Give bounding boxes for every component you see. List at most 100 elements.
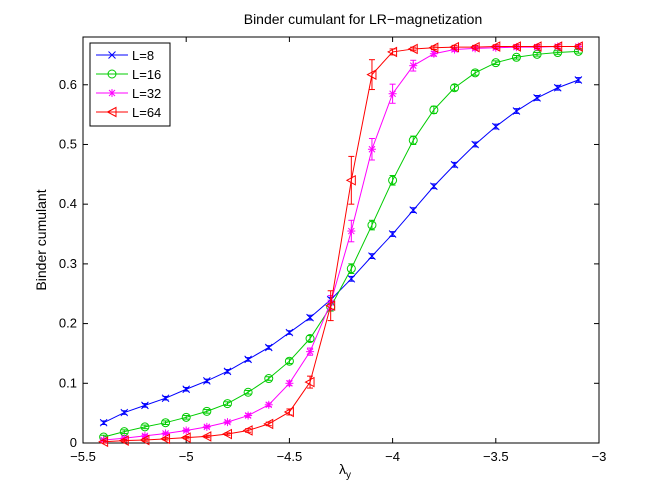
data-point xyxy=(181,412,191,422)
marker-triangle xyxy=(345,174,356,186)
data-point xyxy=(285,328,294,337)
error-bar xyxy=(224,401,231,406)
error-bar xyxy=(121,429,128,434)
x-tick-label: −5.5 xyxy=(70,449,96,464)
marker-triangle xyxy=(304,376,315,388)
data-point xyxy=(430,182,438,191)
marker-triangle xyxy=(118,435,129,446)
data-point xyxy=(161,394,170,403)
marker-stroke xyxy=(108,89,116,97)
marker-triangle xyxy=(407,43,418,55)
data-point xyxy=(306,313,314,322)
error-bar xyxy=(183,415,190,420)
data-point xyxy=(120,408,129,417)
legend-item: L=64 xyxy=(96,105,161,120)
data-point xyxy=(244,411,253,420)
marker-triangle xyxy=(201,431,212,442)
marker-stroke xyxy=(306,348,314,356)
series-layer xyxy=(98,41,583,448)
data-point xyxy=(118,435,129,446)
series-l64 xyxy=(98,41,583,448)
legend-item: L=16 xyxy=(96,67,161,82)
data-point xyxy=(429,105,439,115)
marker-triangle xyxy=(469,41,480,53)
marker-circle xyxy=(140,422,150,432)
data-point xyxy=(346,264,356,274)
marker-stroke xyxy=(182,427,190,434)
data-point xyxy=(347,227,356,236)
data-point xyxy=(99,418,108,427)
marker-stroke xyxy=(162,430,169,437)
data-point xyxy=(264,343,273,352)
data-point xyxy=(511,52,521,62)
y-axis-label: Binder cumulant xyxy=(33,189,49,290)
marker-stroke xyxy=(430,182,438,191)
marker-stroke xyxy=(368,252,376,260)
marker-stroke xyxy=(224,418,231,426)
legend: L=8 L=16 L=32 L=64 xyxy=(89,42,171,127)
marker-stroke xyxy=(99,418,108,427)
marker-stroke xyxy=(347,227,355,235)
data-point xyxy=(407,43,418,55)
marker-triangle xyxy=(325,300,336,312)
marker-circle xyxy=(305,334,315,344)
x-axis-label-subscript: y xyxy=(346,470,351,481)
data-point xyxy=(306,347,315,356)
marker-circle xyxy=(202,406,212,416)
data-point xyxy=(345,174,356,186)
data-point xyxy=(264,400,273,409)
data-point xyxy=(284,356,294,366)
x-axis-label-main: λ xyxy=(339,461,346,477)
marker-triangle xyxy=(159,433,171,445)
error-bar xyxy=(348,155,355,205)
data-point xyxy=(202,377,211,385)
chart-title: Binder cumulant for LR−magnetization xyxy=(244,11,483,27)
data-point xyxy=(223,418,232,427)
marker-stroke xyxy=(553,83,562,92)
data-point xyxy=(469,41,480,53)
marker-triangle xyxy=(263,418,274,430)
data-point xyxy=(347,274,356,283)
data-point xyxy=(201,431,212,442)
data-point xyxy=(367,220,377,230)
marker-circle xyxy=(284,356,294,366)
legend-label: L=32 xyxy=(132,86,161,101)
x-tick-label: −3 xyxy=(592,449,607,464)
marker-stroke xyxy=(491,122,500,131)
marker-circle xyxy=(367,220,377,230)
data-point xyxy=(285,379,294,388)
marker-circle xyxy=(161,418,171,428)
y-tick-label: 0.1 xyxy=(59,375,77,390)
data-point xyxy=(510,41,521,52)
y-tick-label: 0.6 xyxy=(59,77,77,92)
legend-label: L=8 xyxy=(132,48,154,63)
y-tick-label: 0.2 xyxy=(59,316,77,331)
error-bar xyxy=(307,375,314,389)
data-point xyxy=(202,406,212,416)
data-point xyxy=(491,58,501,68)
marker-triangle xyxy=(221,428,232,440)
error-bar xyxy=(265,376,272,381)
data-point xyxy=(388,89,397,98)
data-point xyxy=(450,83,460,93)
x-tick-label: −4 xyxy=(385,449,400,464)
data-point xyxy=(182,385,191,394)
data-point xyxy=(283,406,294,418)
data-point xyxy=(553,83,562,92)
legend-marker xyxy=(107,69,117,79)
data-point xyxy=(325,300,336,312)
y-tick-label: 0.4 xyxy=(59,196,77,211)
marker-circle xyxy=(408,135,418,145)
data-point xyxy=(428,42,439,54)
marker-circle xyxy=(470,68,480,78)
data-point xyxy=(388,230,397,238)
data-point xyxy=(264,374,274,384)
data-point xyxy=(242,425,253,436)
data-point xyxy=(305,334,315,344)
marker-triangle xyxy=(531,41,542,52)
marker-circle xyxy=(450,83,460,93)
data-point xyxy=(141,401,149,410)
data-point xyxy=(409,206,418,215)
error-bar xyxy=(141,424,148,430)
